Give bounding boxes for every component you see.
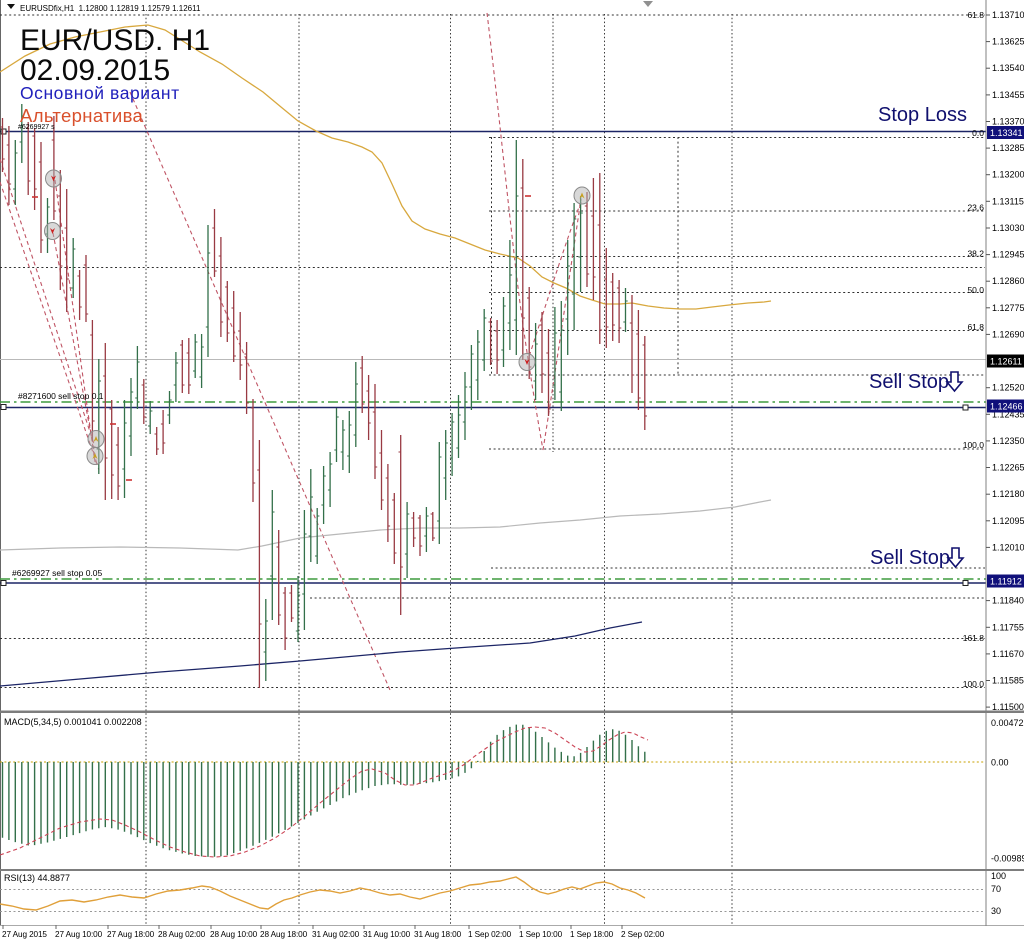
- svg-text:02.09.2015: 02.09.2015: [20, 54, 170, 87]
- svg-text:1.12775: 1.12775: [992, 303, 1024, 313]
- svg-text:1.12180: 1.12180: [992, 489, 1024, 499]
- svg-text:1.12690: 1.12690: [992, 329, 1024, 339]
- svg-text:31 Aug 18:00: 31 Aug 18:00: [414, 930, 462, 939]
- svg-text:2 Sep 02:00: 2 Sep 02:00: [621, 930, 665, 939]
- svg-text:Основной вариант: Основной вариант: [20, 83, 180, 103]
- svg-text:1.12611: 1.12611: [990, 357, 1022, 367]
- svg-text:70: 70: [991, 884, 1001, 894]
- svg-text:1.11755: 1.11755: [992, 622, 1024, 632]
- svg-text:1.12350: 1.12350: [992, 436, 1024, 446]
- svg-text:1.12466: 1.12466: [990, 402, 1023, 412]
- svg-text:Sell Stop: Sell Stop: [869, 371, 949, 393]
- svg-text:1.13710: 1.13710: [992, 10, 1024, 20]
- svg-text:1.11912: 1.11912: [990, 577, 1022, 587]
- svg-text:1.12435: 1.12435: [992, 409, 1024, 419]
- svg-text:Альтернатива: Альтернатива: [20, 105, 144, 126]
- svg-text:1.12860: 1.12860: [992, 276, 1024, 286]
- svg-text:Sell Stop: Sell Stop: [870, 547, 950, 569]
- svg-text:1.13030: 1.13030: [992, 223, 1024, 233]
- svg-text:1.12095: 1.12095: [992, 516, 1024, 526]
- svg-text:1.11585: 1.11585: [992, 676, 1024, 686]
- svg-text:23.6: 23.6: [967, 203, 984, 213]
- svg-text:EUR/USD. H1: EUR/USD. H1: [20, 24, 210, 57]
- svg-text:161.8: 161.8: [963, 633, 985, 643]
- svg-text:1.11500: 1.11500: [992, 702, 1024, 712]
- svg-text:100.0: 100.0: [963, 440, 985, 450]
- svg-text:28 Aug 02:00: 28 Aug 02:00: [158, 930, 206, 939]
- svg-text:27 Aug 18:00: 27 Aug 18:00: [107, 930, 155, 939]
- svg-text:1.12010: 1.12010: [992, 542, 1024, 552]
- svg-text:31 Aug 10:00: 31 Aug 10:00: [363, 930, 411, 939]
- svg-text:#6269927 sell stop 0.05: #6269927 sell stop 0.05: [12, 568, 103, 578]
- svg-text:1.13540: 1.13540: [992, 63, 1024, 73]
- svg-text:RSI(13) 44.8877: RSI(13) 44.8877: [4, 873, 70, 883]
- svg-text:1.13455: 1.13455: [992, 90, 1024, 100]
- svg-text:1.13285: 1.13285: [992, 143, 1024, 153]
- svg-text:27 Aug 10:00: 27 Aug 10:00: [55, 930, 103, 939]
- svg-text:1 Sep 18:00: 1 Sep 18:00: [570, 930, 614, 939]
- svg-text:0.004722: 0.004722: [991, 718, 1024, 728]
- svg-text:38.2: 38.2: [967, 249, 984, 259]
- svg-text:27 Aug 2015: 27 Aug 2015: [2, 930, 47, 939]
- svg-text:61.8: 61.8: [967, 322, 984, 332]
- svg-text:1.13625: 1.13625: [992, 37, 1024, 47]
- svg-text:31 Aug 02:00: 31 Aug 02:00: [312, 930, 360, 939]
- svg-text:1.13341: 1.13341: [990, 128, 1023, 138]
- svg-text:28 Aug 18:00: 28 Aug 18:00: [260, 930, 308, 939]
- svg-text:EURUSDfix,H1 1.12800 1.12819: EURUSDfix,H1 1.12800 1.12819 1.12579 1.1…: [20, 4, 201, 13]
- svg-text:#8271600 sell stop 0.1: #8271600 sell stop 0.1: [18, 391, 104, 401]
- svg-text:-0.009896: -0.009896: [991, 854, 1024, 864]
- svg-text:1.12945: 1.12945: [992, 250, 1024, 260]
- svg-text:28 Aug 10:00: 28 Aug 10:00: [210, 930, 258, 939]
- svg-text:30: 30: [991, 906, 1001, 916]
- svg-text:1.13115: 1.13115: [992, 196, 1024, 206]
- svg-text:61.8: 61.8: [967, 10, 984, 20]
- svg-text:#6269927 s: #6269927 s: [18, 124, 55, 131]
- svg-text:100.0: 100.0: [963, 679, 985, 689]
- svg-text:1.13200: 1.13200: [992, 170, 1024, 180]
- svg-text:50.0: 50.0: [967, 285, 984, 295]
- svg-text:Stop Loss: Stop Loss: [878, 104, 967, 126]
- svg-text:0.0: 0.0: [972, 128, 984, 138]
- svg-text:1.13370: 1.13370: [992, 117, 1024, 127]
- svg-text:1.11840: 1.11840: [992, 596, 1024, 606]
- svg-text:MACD(5,34,5) 0.001041 0.002208: MACD(5,34,5) 0.001041 0.002208: [4, 717, 142, 727]
- svg-text:100: 100: [991, 871, 1006, 881]
- svg-text:1.12265: 1.12265: [992, 463, 1024, 473]
- svg-text:1.12520: 1.12520: [992, 383, 1024, 393]
- svg-text:1 Sep 10:00: 1 Sep 10:00: [519, 930, 563, 939]
- svg-text:0.00: 0.00: [991, 758, 1009, 768]
- svg-text:1.11670: 1.11670: [992, 649, 1024, 659]
- svg-text:1 Sep 02:00: 1 Sep 02:00: [468, 930, 512, 939]
